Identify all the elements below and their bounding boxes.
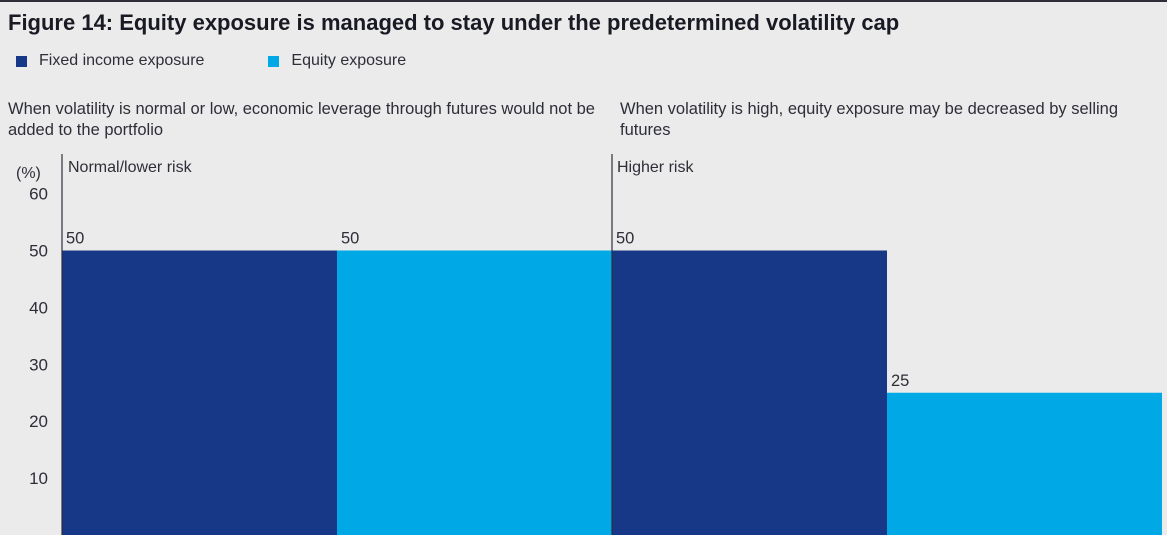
y-tick-label: 60	[29, 185, 48, 204]
bar-fixed-income-normal	[62, 251, 337, 535]
y-tick-label: 10	[29, 469, 48, 488]
data-label: 50	[341, 230, 359, 248]
y-tick-label: 40	[29, 298, 48, 317]
y-axis-unit: (%)	[16, 165, 41, 182]
y-tick-label: 30	[29, 355, 48, 374]
panel-label-normal: Normal/lower risk	[68, 159, 192, 177]
data-label: 25	[891, 372, 909, 390]
data-label: 50	[66, 230, 84, 248]
panel-label-higher: Higher risk	[617, 159, 693, 177]
data-label: 50	[616, 230, 634, 248]
y-tick-label: 50	[29, 242, 48, 261]
y-tick-label: 20	[29, 412, 48, 431]
bar-fixed-income-higher	[612, 251, 887, 535]
bar-equity-higher	[887, 393, 1162, 535]
bar-equity-normal	[337, 251, 612, 535]
